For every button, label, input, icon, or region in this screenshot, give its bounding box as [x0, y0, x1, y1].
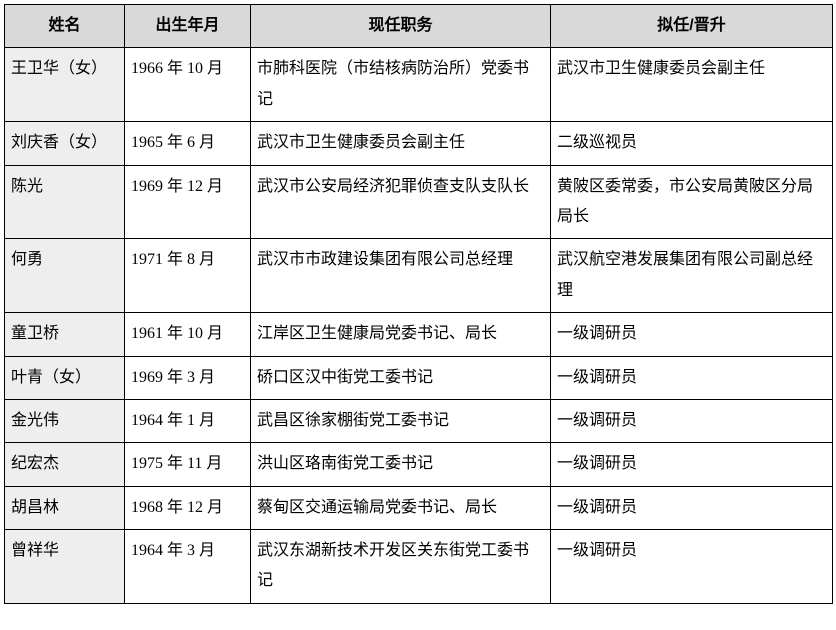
cell-current: 硚口区汉中街党工委书记 — [251, 356, 551, 399]
cell-name: 刘庆香（女） — [5, 122, 125, 165]
col-header-proposed: 拟任/晋升 — [551, 5, 833, 48]
table-row: 叶青（女） 1969 年 3 月 硚口区汉中街党工委书记 一级调研员 — [5, 356, 833, 399]
cell-dob: 1965 年 6 月 — [125, 122, 251, 165]
cell-current: 洪山区珞南街党工委书记 — [251, 443, 551, 486]
cell-current: 武汉市卫生健康委员会副主任 — [251, 122, 551, 165]
cell-proposed: 武汉市卫生健康委员会副主任 — [551, 48, 833, 122]
cell-name: 何勇 — [5, 239, 125, 313]
cell-dob: 1971 年 8 月 — [125, 239, 251, 313]
table-row: 刘庆香（女） 1965 年 6 月 武汉市卫生健康委员会副主任 二级巡视员 — [5, 122, 833, 165]
table-row: 童卫桥 1961 年 10 月 江岸区卫生健康局党委书记、局长 一级调研员 — [5, 313, 833, 356]
table-row: 陈光 1969 年 12 月 武汉市公安局经济犯罪侦查支队支队长 黄陂区委常委，… — [5, 165, 833, 239]
table-container: 姓名 出生年月 现任职务 拟任/晋升 王卫华（女） 1966 年 10 月 市肺… — [0, 0, 836, 608]
cell-current: 武昌区徐家棚街党工委书记 — [251, 399, 551, 442]
table-row: 何勇 1971 年 8 月 武汉市市政建设集团有限公司总经理 武汉航空港发展集团… — [5, 239, 833, 313]
cell-proposed: 一级调研员 — [551, 356, 833, 399]
cell-current: 武汉东湖新技术开发区关东街党工委书记 — [251, 530, 551, 604]
cell-name: 叶青（女） — [5, 356, 125, 399]
table-row: 胡昌林 1968 年 12 月 蔡甸区交通运输局党委书记、局长 一级调研员 — [5, 486, 833, 529]
cell-dob: 1969 年 12 月 — [125, 165, 251, 239]
cell-name: 纪宏杰 — [5, 443, 125, 486]
cell-current: 武汉市市政建设集团有限公司总经理 — [251, 239, 551, 313]
cell-dob: 1964 年 3 月 — [125, 530, 251, 604]
cell-proposed: 一级调研员 — [551, 486, 833, 529]
cell-current: 蔡甸区交通运输局党委书记、局长 — [251, 486, 551, 529]
cell-proposed: 武汉航空港发展集团有限公司副总经理 — [551, 239, 833, 313]
cell-proposed: 一级调研员 — [551, 399, 833, 442]
personnel-table: 姓名 出生年月 现任职务 拟任/晋升 王卫华（女） 1966 年 10 月 市肺… — [4, 4, 833, 604]
cell-proposed: 一级调研员 — [551, 443, 833, 486]
cell-dob: 1975 年 11 月 — [125, 443, 251, 486]
cell-current: 市肺科医院（市结核病防治所）党委书记 — [251, 48, 551, 122]
cell-name: 陈光 — [5, 165, 125, 239]
cell-dob: 1961 年 10 月 — [125, 313, 251, 356]
cell-proposed: 一级调研员 — [551, 313, 833, 356]
cell-name: 胡昌林 — [5, 486, 125, 529]
table-row: 金光伟 1964 年 1 月 武昌区徐家棚街党工委书记 一级调研员 — [5, 399, 833, 442]
table-row: 纪宏杰 1975 年 11 月 洪山区珞南街党工委书记 一级调研员 — [5, 443, 833, 486]
cell-dob: 1966 年 10 月 — [125, 48, 251, 122]
cell-current: 武汉市公安局经济犯罪侦查支队支队长 — [251, 165, 551, 239]
table-header-row: 姓名 出生年月 现任职务 拟任/晋升 — [5, 5, 833, 48]
cell-name: 金光伟 — [5, 399, 125, 442]
cell-proposed: 二级巡视员 — [551, 122, 833, 165]
table-row: 曾祥华 1964 年 3 月 武汉东湖新技术开发区关东街党工委书记 一级调研员 — [5, 530, 833, 604]
cell-name: 曾祥华 — [5, 530, 125, 604]
cell-proposed: 黄陂区委常委，市公安局黄陂区分局局长 — [551, 165, 833, 239]
cell-dob: 1964 年 1 月 — [125, 399, 251, 442]
cell-current: 江岸区卫生健康局党委书记、局长 — [251, 313, 551, 356]
cell-name: 童卫桥 — [5, 313, 125, 356]
table-row: 王卫华（女） 1966 年 10 月 市肺科医院（市结核病防治所）党委书记 武汉… — [5, 48, 833, 122]
cell-dob: 1968 年 12 月 — [125, 486, 251, 529]
col-header-dob: 出生年月 — [125, 5, 251, 48]
cell-name: 王卫华（女） — [5, 48, 125, 122]
cell-dob: 1969 年 3 月 — [125, 356, 251, 399]
col-header-name: 姓名 — [5, 5, 125, 48]
col-header-current: 现任职务 — [251, 5, 551, 48]
cell-proposed: 一级调研员 — [551, 530, 833, 604]
